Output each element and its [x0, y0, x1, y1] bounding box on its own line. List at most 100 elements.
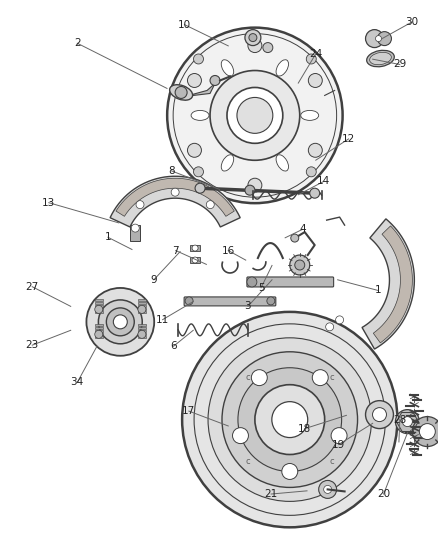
Bar — [138, 336, 145, 338]
Bar — [138, 311, 145, 313]
Ellipse shape — [366, 50, 393, 67]
Circle shape — [251, 370, 267, 385]
Circle shape — [271, 402, 307, 438]
FancyBboxPatch shape — [184, 297, 275, 306]
Text: 17: 17 — [182, 406, 195, 416]
Text: 1: 1 — [104, 232, 111, 243]
Ellipse shape — [276, 155, 288, 171]
Bar — [190, 245, 200, 251]
Text: 18: 18 — [297, 424, 311, 434]
Ellipse shape — [191, 110, 208, 120]
Circle shape — [323, 486, 331, 494]
Circle shape — [307, 74, 321, 87]
Circle shape — [254, 385, 324, 455]
Bar — [130, 225, 140, 241]
Text: 11: 11 — [155, 314, 169, 325]
Circle shape — [372, 408, 385, 422]
Bar — [138, 327, 145, 329]
Polygon shape — [372, 226, 411, 343]
Text: c: c — [329, 457, 334, 466]
Circle shape — [187, 143, 201, 157]
Text: 28: 28 — [392, 415, 406, 425]
Text: 6: 6 — [170, 341, 177, 351]
Circle shape — [138, 305, 145, 313]
Ellipse shape — [169, 85, 192, 100]
Circle shape — [95, 305, 102, 313]
Circle shape — [209, 70, 299, 160]
Bar — [95, 311, 102, 313]
Bar — [95, 302, 102, 304]
Ellipse shape — [369, 52, 390, 64]
Circle shape — [411, 417, 438, 447]
Text: 5: 5 — [257, 283, 264, 293]
Circle shape — [281, 464, 297, 480]
Bar — [95, 305, 102, 308]
Circle shape — [307, 143, 321, 157]
Bar — [138, 300, 145, 301]
Circle shape — [395, 410, 418, 433]
Text: 27: 27 — [25, 282, 39, 292]
Circle shape — [246, 277, 256, 287]
Bar — [95, 325, 102, 326]
Circle shape — [192, 245, 198, 251]
Ellipse shape — [221, 60, 233, 76]
Circle shape — [294, 260, 304, 270]
Text: 14: 14 — [316, 176, 329, 187]
Polygon shape — [185, 84, 215, 96]
Circle shape — [247, 38, 261, 53]
Bar — [138, 330, 145, 333]
Bar — [95, 327, 102, 329]
Ellipse shape — [300, 110, 318, 120]
Text: c: c — [244, 373, 249, 382]
Bar — [95, 330, 102, 333]
Circle shape — [226, 87, 282, 143]
Text: 29: 29 — [392, 60, 406, 69]
Bar — [95, 300, 102, 301]
Circle shape — [185, 297, 193, 305]
Circle shape — [237, 98, 272, 133]
Bar — [95, 333, 102, 335]
Text: 21: 21 — [264, 489, 277, 499]
Circle shape — [167, 28, 342, 203]
Text: 23: 23 — [25, 340, 39, 350]
Bar — [138, 333, 145, 335]
Text: 19: 19 — [331, 440, 344, 450]
Circle shape — [365, 401, 392, 429]
Bar — [138, 325, 145, 326]
Circle shape — [95, 330, 102, 338]
Text: 7: 7 — [172, 246, 179, 255]
Circle shape — [311, 370, 328, 385]
Circle shape — [335, 316, 343, 324]
Circle shape — [374, 36, 381, 42]
Circle shape — [175, 86, 187, 99]
Circle shape — [86, 288, 154, 356]
FancyBboxPatch shape — [246, 277, 333, 287]
Text: c: c — [329, 373, 334, 382]
Circle shape — [206, 200, 214, 208]
Text: 8: 8 — [168, 166, 174, 176]
Circle shape — [318, 480, 336, 498]
Text: 34: 34 — [71, 377, 84, 387]
Circle shape — [98, 300, 142, 344]
Circle shape — [193, 167, 203, 177]
Polygon shape — [361, 219, 413, 349]
Circle shape — [325, 323, 333, 331]
Circle shape — [113, 315, 127, 329]
Text: 1: 1 — [374, 286, 380, 295]
Circle shape — [187, 74, 201, 87]
Text: 2: 2 — [74, 38, 81, 48]
Circle shape — [232, 427, 248, 443]
Circle shape — [193, 54, 203, 64]
Circle shape — [106, 308, 134, 336]
Polygon shape — [110, 176, 240, 227]
Circle shape — [171, 188, 179, 196]
Bar — [190, 257, 200, 263]
Bar — [138, 309, 145, 310]
Circle shape — [289, 255, 309, 275]
Text: 10: 10 — [177, 20, 191, 30]
Circle shape — [402, 417, 411, 426]
Text: 4: 4 — [299, 224, 305, 235]
Circle shape — [290, 234, 298, 242]
Ellipse shape — [276, 60, 288, 76]
Circle shape — [131, 224, 139, 232]
